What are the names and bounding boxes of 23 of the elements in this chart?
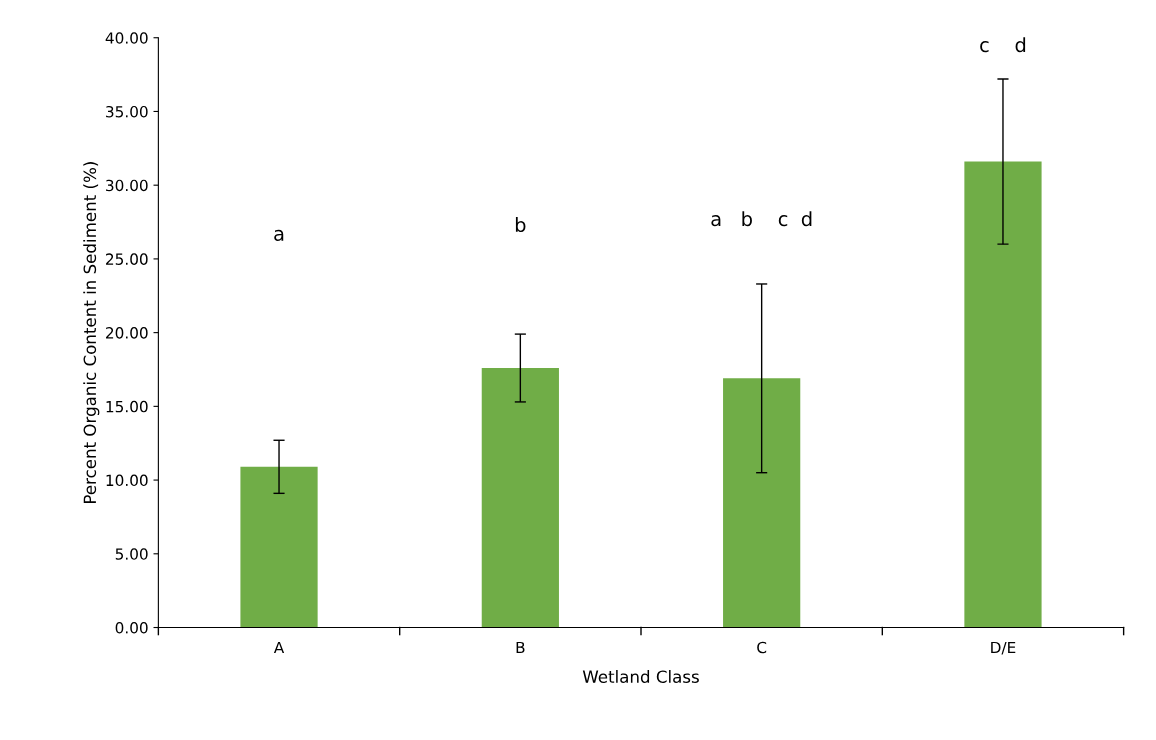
y-tick-label: 5.00 bbox=[115, 548, 148, 560]
y-tick-label: 20.00 bbox=[106, 327, 148, 339]
x-tick-label: A bbox=[273, 641, 285, 654]
y-tick-label: 10.00 bbox=[106, 474, 148, 487]
y-tick-label: 0.00 bbox=[115, 621, 148, 634]
y-tick-label: 35.00 bbox=[106, 105, 148, 118]
bar bbox=[723, 378, 801, 628]
bar bbox=[481, 368, 559, 628]
y-axis-title: Percent Organic Content in Sediment (%) bbox=[83, 162, 100, 503]
y-tick-label: 30.00 bbox=[106, 179, 148, 192]
x-axis-title: Wetland Class bbox=[582, 670, 699, 683]
bar bbox=[964, 161, 1042, 628]
y-tick-label: 15.00 bbox=[106, 400, 148, 413]
y-tick-label: 25.00 bbox=[106, 253, 148, 265]
annotation: a b c d bbox=[711, 211, 812, 227]
y-tick-label: 40.00 bbox=[105, 32, 148, 44]
bar bbox=[240, 466, 318, 628]
x-tick-label: B bbox=[516, 641, 525, 654]
annotation: c d bbox=[980, 37, 1026, 53]
annotation: a bbox=[274, 229, 284, 241]
x-tick-label: C bbox=[757, 641, 767, 654]
annotation: b bbox=[515, 217, 526, 233]
x-tick-label: D/E bbox=[991, 641, 1016, 655]
